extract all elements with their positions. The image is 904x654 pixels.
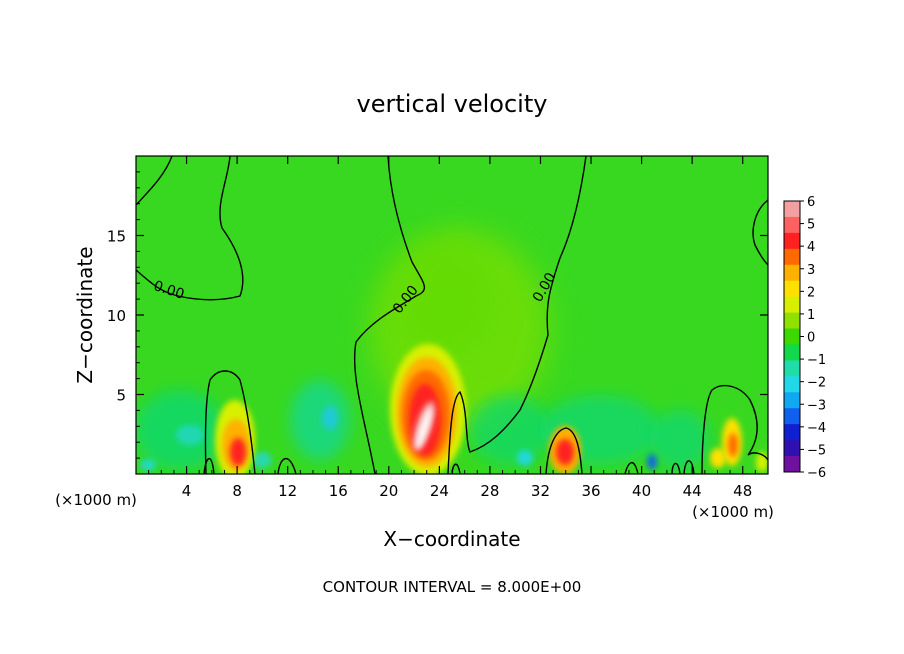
contour-interval-note: CONTOUR INTERVAL = 8.000E+00 [323, 578, 582, 596]
x-tick-label: 16 [329, 482, 348, 500]
colorbar-swatch [784, 328, 800, 345]
x-tick-label: 24 [430, 482, 449, 500]
colorbar-swatch [784, 312, 800, 330]
colorbar-swatch [784, 216, 800, 234]
colorbar-swatch [784, 232, 800, 250]
colorbar-label: 3 [807, 263, 815, 278]
colorbar-label: 4 [807, 240, 815, 255]
colorbar-swatch [784, 440, 800, 457]
colorbar-swatch [784, 296, 800, 314]
colorbar-swatch [784, 264, 800, 282]
colorbar-label: 5 [807, 218, 815, 233]
chart-title: vertical velocity [357, 90, 548, 118]
y-axis-label: Z−coordinate [73, 246, 97, 383]
colorbar-swatch [784, 201, 800, 218]
colorbar-swatch [784, 344, 800, 361]
colorbar-label: −2 [807, 376, 826, 391]
y-tick-label: 15 [107, 228, 126, 246]
colorbar-swatch [784, 392, 800, 409]
colorbar-label: −4 [807, 421, 826, 436]
x-tick-label: 20 [379, 482, 398, 500]
colorbar-swatch [784, 408, 800, 425]
colorbar-label: −5 [807, 443, 826, 458]
colorbar-label: −6 [807, 466, 826, 481]
zero-contours [136, 156, 768, 474]
colorbar: 6 5 4 3 2 1 0 −1 −2 −3 −4 −5 −6 [783, 195, 826, 481]
x-tick-label: 36 [581, 482, 600, 500]
x-tick-label: 40 [632, 482, 651, 500]
colorbar-swatch [784, 360, 800, 377]
colorbar-label: 1 [807, 308, 815, 323]
x-tick-label: 32 [531, 482, 550, 500]
heatmap-field [136, 156, 768, 474]
colorbar-swatch [784, 456, 800, 473]
y-tick-label: 5 [116, 387, 126, 405]
colorbar-label: 6 [807, 195, 815, 210]
y-tick-label: 10 [107, 307, 126, 325]
x-tick-label: 8 [232, 482, 242, 500]
colorbar-label: −1 [807, 353, 826, 368]
x-tick-label: 44 [683, 482, 702, 500]
colorbar-swatch [784, 376, 800, 393]
colorbar-label: −3 [807, 398, 826, 413]
x-unit-left: (×1000 m) [55, 491, 137, 509]
colorbar-label: 0 [807, 331, 815, 346]
x-tick-label: 12 [278, 482, 297, 500]
colorbar-swatch [784, 248, 800, 266]
colorbar-swatch [784, 424, 800, 441]
x-axis-label: X−coordinate [383, 527, 520, 551]
colorbar-swatch [784, 280, 800, 298]
x-tick-label: 4 [182, 482, 192, 500]
x-tick-label: 48 [733, 482, 752, 500]
x-unit-right: (×1000 m) [692, 503, 774, 521]
colorbar-label: 2 [807, 285, 815, 300]
x-tick-label: 28 [480, 482, 499, 500]
